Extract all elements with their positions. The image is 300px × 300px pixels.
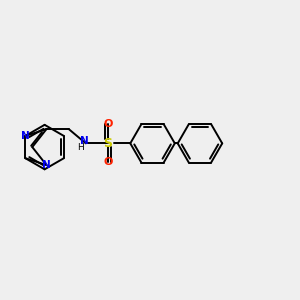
Text: N: N bbox=[42, 160, 51, 170]
Text: N: N bbox=[80, 136, 89, 146]
Text: H: H bbox=[77, 143, 84, 152]
Text: N: N bbox=[21, 131, 30, 141]
Text: O: O bbox=[103, 119, 113, 130]
Text: O: O bbox=[103, 157, 113, 167]
Text: S: S bbox=[103, 137, 112, 150]
